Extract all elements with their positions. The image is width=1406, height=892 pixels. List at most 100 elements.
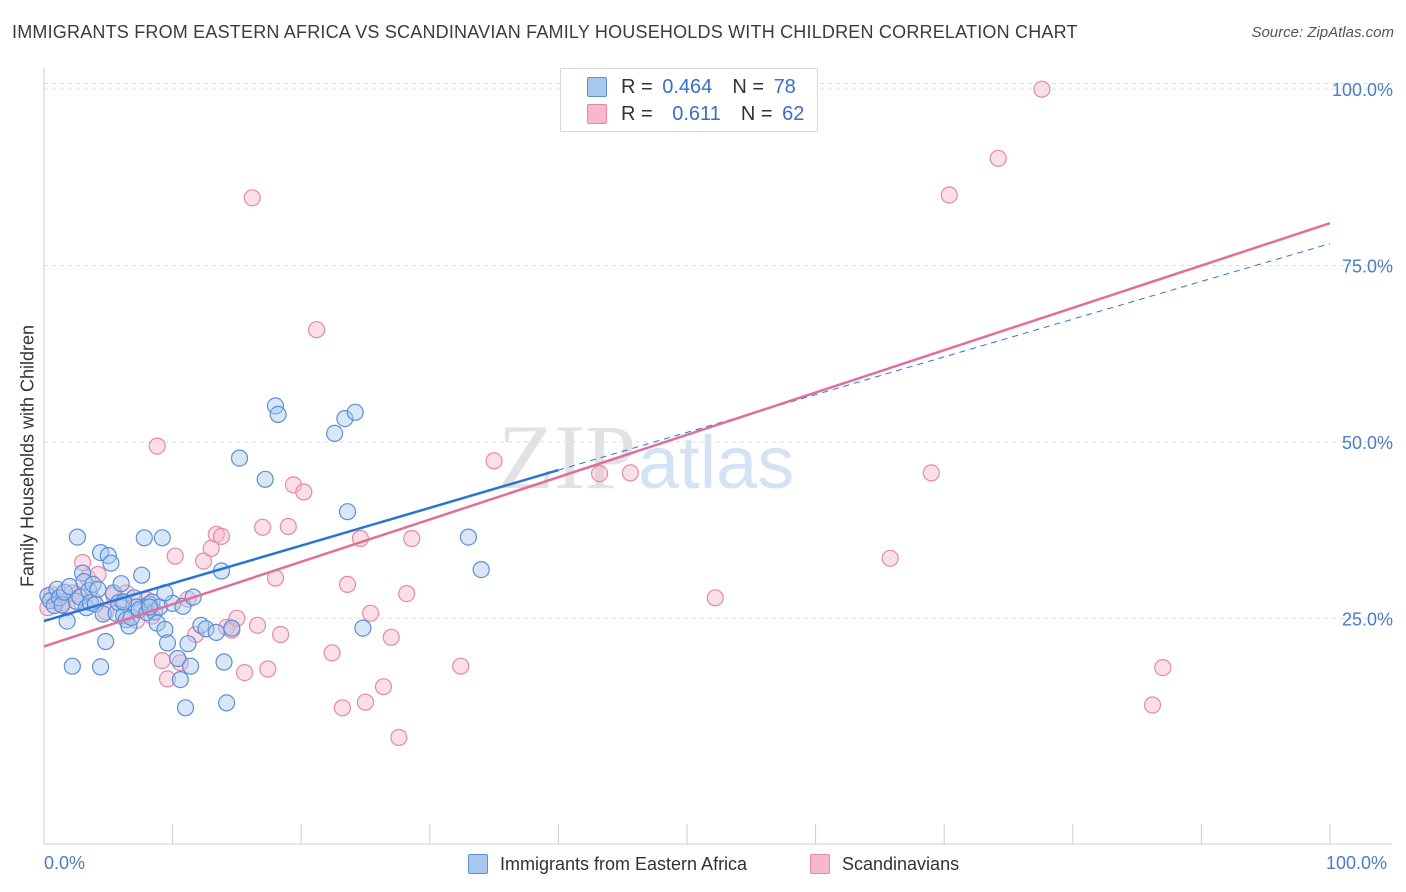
eastern-africa-trend-extension	[558, 243, 1331, 471]
scandinavians-point	[228, 609, 246, 627]
scandinavians-point	[308, 321, 326, 339]
scandinavians-point	[881, 549, 899, 567]
scandinavians-point	[452, 657, 470, 675]
eastern-africa-point	[218, 694, 236, 712]
scandinavians-point	[333, 699, 351, 717]
blue-swatch	[468, 854, 488, 874]
y-tick-labels: 25.0% 50.0% 75.0% 100.0%	[1332, 80, 1393, 629]
eastern-africa-point	[346, 403, 364, 421]
n-label: N =	[740, 102, 773, 125]
eastern-africa-point	[102, 554, 120, 572]
eastern-africa-point	[169, 649, 187, 668]
eastern-africa-point	[459, 528, 477, 546]
n-value: 62	[782, 102, 805, 125]
x-tick-label-min: 0.0%	[44, 853, 86, 873]
scandinavians-point	[194, 552, 213, 570]
y-tick-label: 25.0%	[1342, 609, 1393, 629]
eastern-africa-point	[68, 528, 87, 546]
eastern-africa-point	[207, 623, 225, 642]
blue-swatch	[587, 77, 607, 97]
eastern-africa-trend-line	[43, 468, 559, 623]
watermark-atlas: atlas	[638, 421, 794, 504]
scandinavians-point	[279, 517, 297, 536]
scandinavians-point	[362, 604, 380, 622]
eastern-africa-point	[472, 560, 490, 579]
y-tick-label: 75.0%	[1342, 257, 1393, 277]
scandinavians-point	[989, 149, 1007, 167]
eastern-africa-point	[269, 405, 287, 423]
legend-row-eastern-africa: R = 0.464 N = 78	[587, 74, 796, 100]
scandinavians-point	[254, 518, 272, 536]
scandinavians-point	[374, 678, 393, 696]
scandinavians-point	[940, 186, 958, 204]
scandinavians-point	[243, 189, 261, 207]
eastern-africa-point	[230, 449, 249, 467]
scandinavians-point	[259, 660, 277, 678]
eastern-africa-point	[256, 470, 274, 488]
r-value: 0.464	[662, 75, 713, 98]
eastern-africa-point	[354, 619, 372, 637]
watermark-zip: ZIP	[498, 406, 636, 508]
eastern-africa-point	[158, 634, 177, 652]
eastern-africa-point	[223, 619, 241, 637]
bottom-legend-eastern-africa[interactable]: Immigrants from Eastern Africa	[468, 852, 747, 876]
eastern-africa-point	[63, 657, 81, 675]
stats-legend: R = 0.464 N = 78 R = 0.611 N = 62	[560, 68, 818, 132]
scandinavians-point	[272, 625, 290, 644]
eastern-africa-point	[179, 635, 197, 653]
eastern-africa-point	[215, 653, 233, 671]
scandinavians-point	[1143, 696, 1162, 714]
scandinavians-point	[295, 483, 313, 501]
scandinavians-point	[485, 452, 503, 470]
trend-lines	[43, 222, 1331, 648]
scandinavians-point	[390, 728, 408, 747]
r-label: R =	[621, 102, 653, 125]
eastern-africa-point	[182, 657, 200, 675]
chart-title: IMMIGRANTS FROM EASTERN AFRICA VS SCANDI…	[12, 22, 1078, 42]
scandinavians-point	[323, 644, 341, 662]
pink-swatch	[810, 854, 830, 874]
eastern-africa-point	[53, 596, 71, 614]
legend-label: Scandinavians	[842, 853, 960, 874]
scandinavians-point	[166, 547, 184, 565]
watermark: ZIP atlas	[498, 406, 794, 508]
eastern-africa-point	[336, 410, 354, 428]
scandinavians-point	[706, 589, 724, 607]
eastern-africa-point	[94, 605, 112, 623]
eastern-africa-point	[171, 670, 189, 689]
n-value: 78	[773, 75, 796, 98]
eastern-africa-point	[91, 658, 110, 676]
eastern-africa-point	[89, 580, 107, 598]
pink-swatch	[587, 104, 607, 124]
eastern-africa-point	[176, 699, 195, 717]
legend-row-scandinavians: R = 0.611 N = 62	[587, 101, 804, 127]
scandinavians-point	[212, 527, 231, 546]
scandinavians-point	[248, 616, 267, 634]
scandinavians-point	[403, 529, 421, 548]
scandinavians-point	[356, 693, 375, 711]
eastern-africa-point	[133, 566, 151, 584]
r-label: R =	[621, 75, 653, 98]
scandinavians-point	[153, 651, 171, 670]
scandinavians-point	[158, 670, 177, 688]
eastern-africa-point	[97, 632, 115, 651]
scandinavians-point	[382, 628, 400, 646]
eastern-africa-point	[84, 575, 102, 594]
eastern-africa-point	[135, 529, 153, 547]
r-value: 0.611	[672, 102, 721, 125]
scandinavians-point	[621, 464, 640, 482]
scandinavians-point	[398, 584, 416, 603]
legend-label: Immigrants from Eastern Africa	[500, 853, 748, 874]
eastern-africa-point	[338, 503, 357, 521]
eastern-africa-point	[197, 620, 215, 638]
scandinavians-point	[338, 575, 357, 594]
y-tick-label: 50.0%	[1342, 433, 1393, 453]
eastern-africa-point	[326, 424, 344, 442]
scandinavians-point	[1033, 80, 1051, 98]
scandinavians-point	[148, 437, 166, 455]
bottom-legend-scandinavians[interactable]: Scandinavians	[810, 852, 959, 876]
x-tick-label-max: 100.0%	[1326, 853, 1388, 873]
scandinavians-point	[236, 663, 254, 682]
source-label: Source: ZipAtlas.com	[1251, 24, 1394, 41]
